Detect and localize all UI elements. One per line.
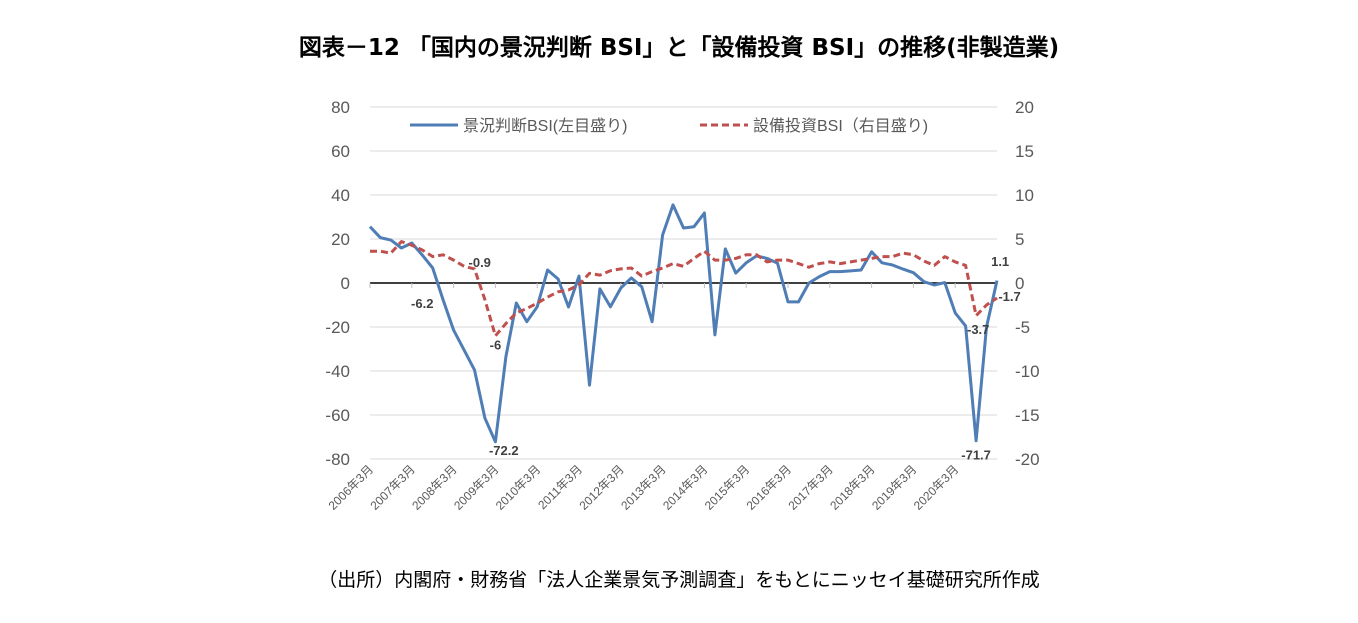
right-axis-ticks: 20 15 10 5 0 -5 -10 -15 -20 — [1015, 98, 1040, 469]
left-tick-label: 20 — [331, 230, 350, 249]
data-label: -6 — [490, 338, 502, 353]
series-lines — [368, 203, 999, 444]
right-tick-label: 5 — [1015, 230, 1024, 249]
right-tick-label: 15 — [1015, 142, 1034, 161]
right-tick-label: 0 — [1015, 274, 1024, 293]
data-labels: -6.2 -0.9 -6 -72.2 -71.7 -3.7 1.1 -1.7 — [411, 254, 1021, 463]
right-tick-label: -10 — [1015, 362, 1040, 381]
left-tick-label: -80 — [325, 450, 350, 469]
right-tick-label: 20 — [1015, 98, 1034, 117]
x-axis-ticks: 2006年3月2007年3月2008年3月2009年3月2010年3月2011年… — [326, 283, 961, 513]
data-label: -6.2 — [411, 296, 433, 311]
left-tick-label: 80 — [331, 98, 350, 117]
left-tick-label: -20 — [325, 318, 350, 337]
right-tick-label: 10 — [1015, 186, 1034, 205]
data-label: -71.7 — [961, 448, 991, 463]
left-tick-label: 40 — [331, 186, 350, 205]
data-label: -1.7 — [998, 289, 1020, 304]
x-tick-label: 2010年3月 — [493, 462, 543, 512]
chart-title: 図表－12 「国内の景況判断 BSI」と「設備投資 BSI」の推移(非製造業) — [298, 35, 1060, 61]
data-label: -0.9 — [469, 255, 491, 270]
legend-label-business-bsi: 景況判断BSI(左目盛り) — [463, 117, 627, 135]
source-note: （出所）内閣府・財務省「法人企業景気予測調査」をもとにニッセイ基礎研究所作成 — [318, 569, 1040, 591]
left-tick-label: -60 — [325, 406, 350, 425]
legend-label-capex-bsi: 設備投資BSI（右目盛り) — [753, 117, 928, 135]
data-label: -3.7 — [967, 322, 989, 337]
legend: 景況判断BSI(左目盛り) 設備投資BSI（右目盛り) — [410, 117, 928, 135]
right-tick-label: -15 — [1015, 406, 1040, 425]
x-tick-label: 2020年3月 — [911, 462, 961, 512]
left-tick-label: 60 — [331, 142, 350, 161]
series-line-capex-bsi — [370, 240, 998, 338]
data-label: 1.1 — [991, 254, 1009, 269]
right-tick-label: -5 — [1015, 318, 1030, 337]
series-line-business-bsi — [368, 203, 999, 444]
right-tick-label: -20 — [1015, 450, 1040, 469]
left-tick-label: -40 — [325, 362, 350, 381]
gridlines — [370, 106, 997, 460]
line-chart: 80 60 40 20 0 -20 -40 -60 -80 20 15 10 5 0 -5 -10 -15 -2… — [325, 98, 1040, 513]
left-axis-ticks: 80 60 40 20 0 -20 -40 -60 -80 — [325, 98, 350, 469]
data-label: -72.2 — [489, 443, 519, 458]
left-tick-label: 0 — [341, 274, 350, 293]
